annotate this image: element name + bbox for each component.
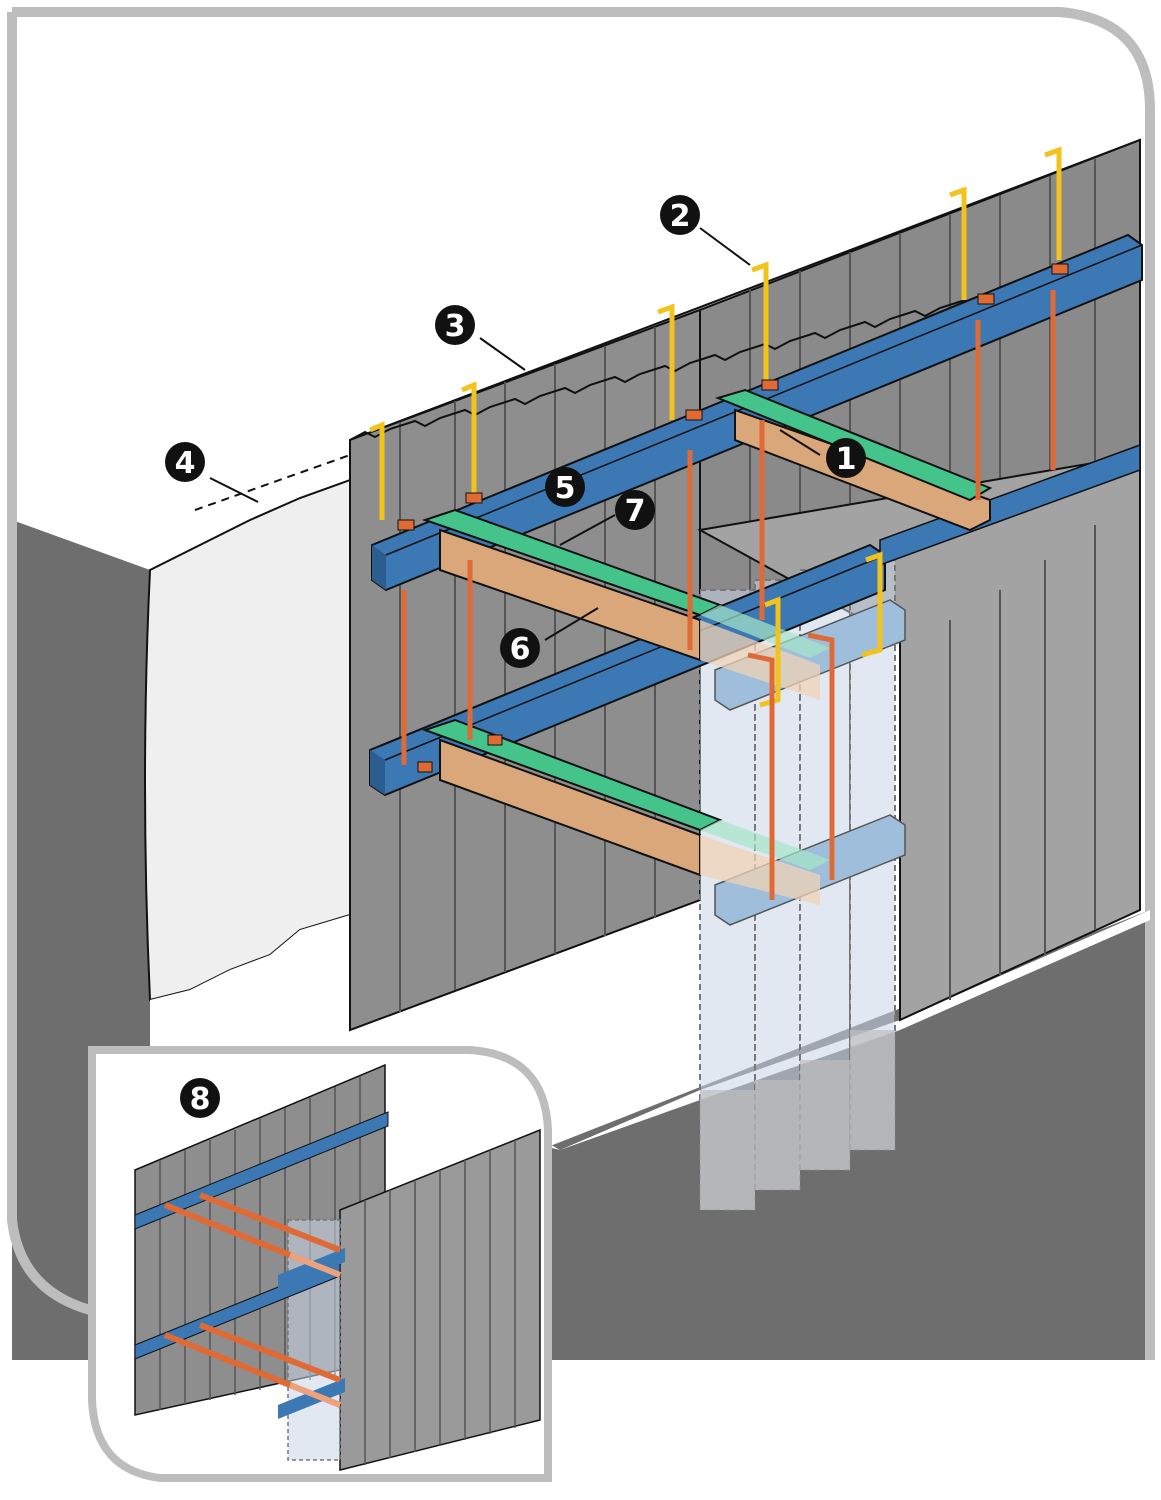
callout-1: 1 [826, 438, 866, 478]
strut-lower [421, 718, 830, 905]
callout-4-label: 4 [175, 446, 196, 481]
callout-7: 7 [615, 490, 655, 530]
callout-3: 3 [435, 305, 475, 345]
callout-6: 6 [500, 628, 540, 668]
callout-4: 4 [165, 442, 205, 482]
waler-brackets [397, 263, 1069, 773]
callout-8-label: 8 [190, 1082, 211, 1117]
callout-2: 2 [660, 195, 700, 235]
callout-2-label: 2 [670, 199, 691, 234]
callout-5-label: 5 [555, 471, 576, 506]
inset-panel: 8 [88, 1046, 552, 1482]
callout-8: 8 [180, 1078, 220, 1118]
leader-lines [194, 227, 821, 641]
callout-3-label: 3 [445, 309, 466, 344]
hangers [369, 146, 1062, 708]
waler-lower [369, 543, 886, 797]
callout-1-label: 1 [836, 442, 857, 477]
callout-6-label: 6 [510, 632, 531, 667]
callout-7-label: 7 [625, 494, 646, 529]
callout-5: 5 [545, 467, 585, 507]
tie-rods [401, 290, 1056, 900]
strut-upper-front [421, 508, 830, 700]
